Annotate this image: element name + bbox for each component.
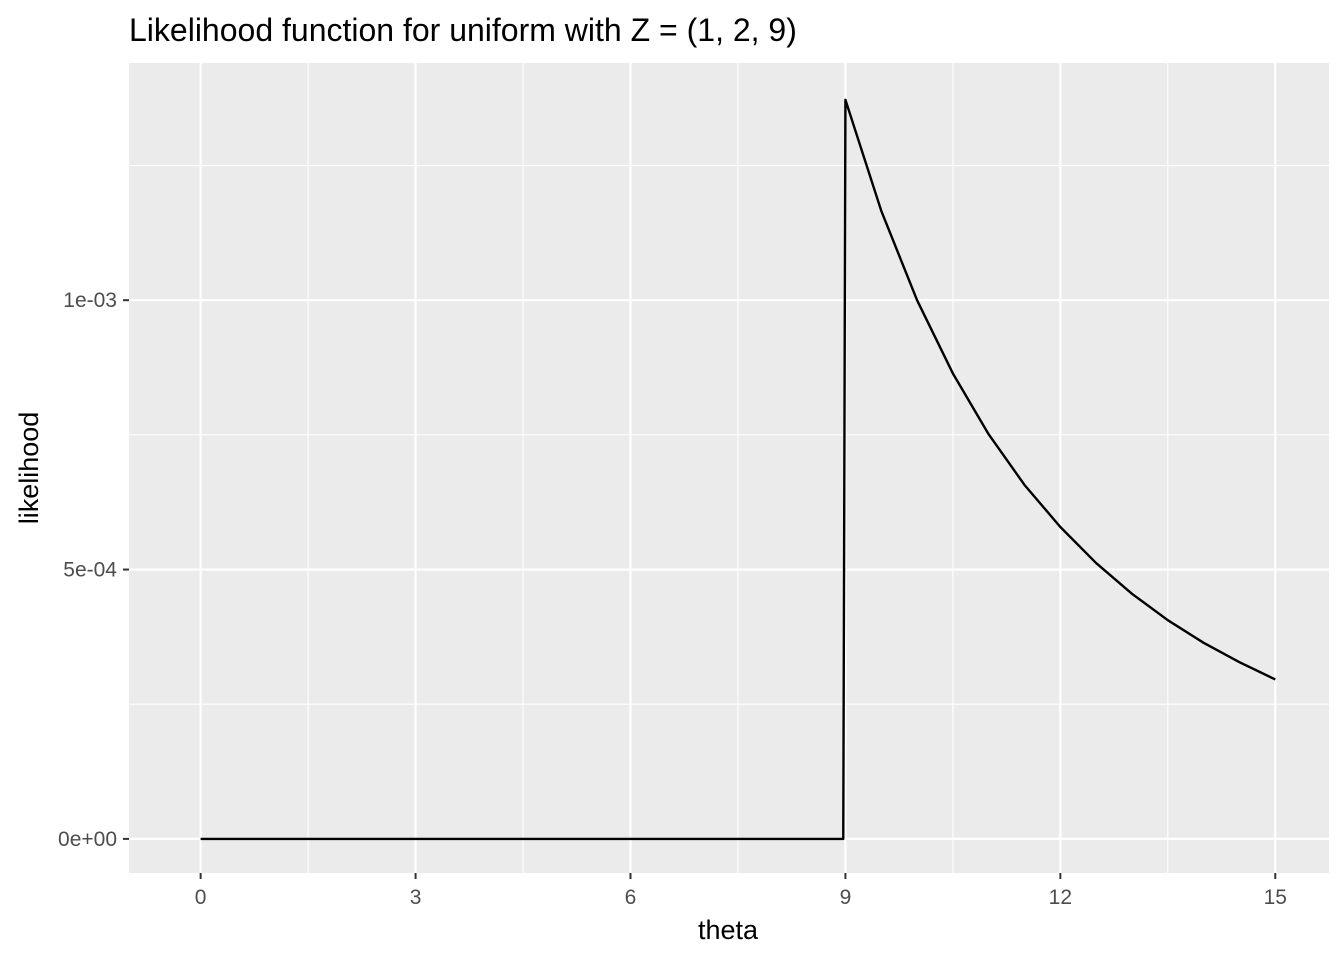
plot-panel (129, 63, 1329, 873)
likelihood-line (200, 98, 1276, 841)
y-tick-label: 5e-04 (63, 559, 117, 582)
axes: 0 3 6 9 12 15 0e+00 5e-04 1e-03 (58, 289, 1287, 909)
x-tick-label: 15 (1264, 886, 1287, 909)
x-axis-title: theta (698, 915, 759, 945)
x-tick-label: 3 (410, 886, 422, 909)
y-tick-label: 1e-03 (63, 289, 117, 312)
chart-title: Likelihood function for uniform with Z =… (129, 12, 797, 48)
y-tick-label: 0e+00 (58, 828, 117, 851)
panel-background (129, 63, 1329, 873)
x-tick-label: 12 (1049, 886, 1072, 909)
y-axis-title: likelihood (14, 412, 44, 525)
x-tick-label: 6 (625, 886, 637, 909)
x-tick-label: 0 (195, 886, 207, 909)
series-layer (200, 98, 1276, 841)
x-tick-label: 9 (840, 886, 852, 909)
